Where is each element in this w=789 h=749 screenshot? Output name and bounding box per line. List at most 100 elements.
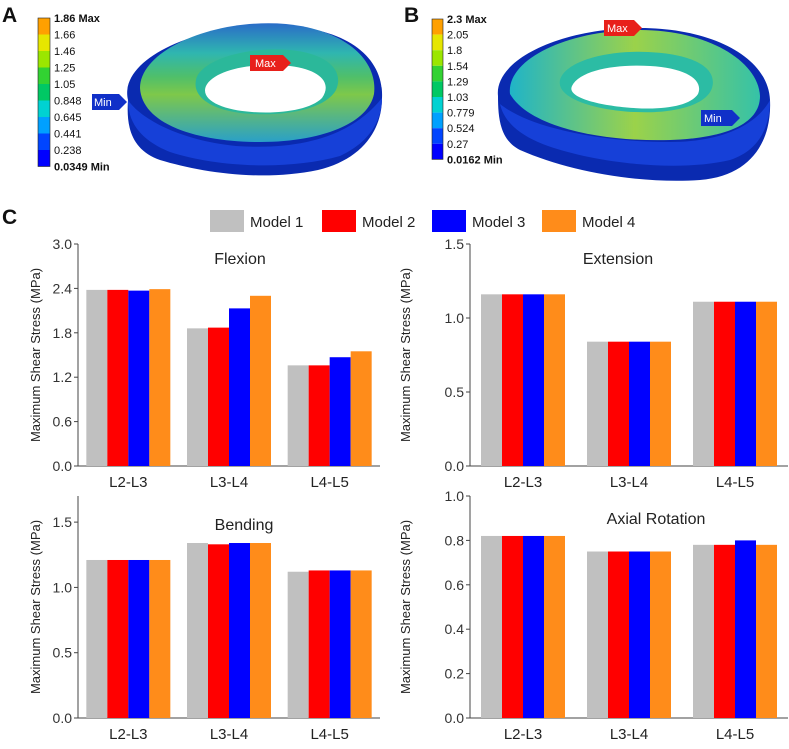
chart-0-ytick-label-4: 2.4 [53, 280, 73, 296]
chart-0-title: Flexion [214, 251, 266, 268]
disc-b-hole [571, 65, 700, 109]
chart-0-bar-L2-L3-model-1 [86, 289, 108, 466]
chart-0-category-2: L4-L5 [310, 474, 348, 491]
chart-0-ylabel: Maximum Shear Stress (MPa) [28, 268, 43, 442]
chart-0-ytick-label-1: 0.6 [53, 414, 73, 430]
chart-1-category-1: L3-L4 [610, 474, 648, 491]
chart-2-bar-L2-L3-model-2 [107, 559, 129, 718]
chart-3-category-1: L3-L4 [610, 726, 648, 743]
contour_b-level-2: 1.8 [447, 45, 462, 57]
contour_b-swatch-6 [432, 112, 443, 129]
disc-model-b [497, 28, 771, 181]
disc-b-side-band [500, 100, 770, 166]
contour_b-bar-frame [431, 18, 444, 160]
chart-0-ytick-label-5: 3.0 [53, 236, 73, 252]
chart-1-bar-L2-L3-model-3 [523, 294, 544, 466]
chart-1-bar-L4-L5-model-2 [714, 301, 735, 466]
chart-0-category-0: L2-L3 [109, 474, 147, 491]
chart-1-ytick-label-0: 0.0 [445, 458, 465, 474]
legend-label-1: Model 1 [250, 214, 303, 231]
chart-0-bar-L4-L5-model-3 [329, 357, 351, 466]
chart-3-bar-L3-L4-model-2 [608, 551, 629, 718]
contour_b-swatch-7 [432, 128, 443, 144]
panel-label-a: A [2, 4, 17, 27]
chart-3-ytick-label-1: 0.2 [445, 666, 465, 682]
legend-label-2: Model 2 [362, 214, 415, 231]
chart-2-bar-L3-L4-model-3 [229, 543, 250, 718]
contour_a-level-9: 0.0349 Min [54, 162, 110, 174]
contour_b-level-9: 0.0162 Min [447, 154, 503, 166]
chart-1-bar-L2-L3-model-4 [544, 294, 565, 466]
chart-0-bar-L3-L4-model-1 [187, 328, 208, 466]
chart-1-bar-L4-L5-model-4 [756, 301, 777, 466]
contour_a-level-7: 0.441 [54, 129, 82, 141]
chart-1-ytick-label-3: 1.5 [445, 236, 465, 252]
chart-1-bar-L4-L5-model-3 [735, 301, 756, 466]
bar-charts: 0.0 0.6 1.2 1.8 2.4 3.0 Maximum Shear Stress (… [28, 236, 788, 743]
chart-0-bar-L3-L4-model-4 [250, 295, 271, 466]
chart-1-title: Extension [583, 251, 653, 268]
contour_a-level-8: 0.238 [54, 145, 82, 157]
chart-1-bar-L3-L4-model-1 [587, 341, 608, 466]
panel-label-c: C [2, 206, 17, 229]
contour_a-level-2: 1.46 [54, 46, 75, 58]
contour_a-swatch-4 [38, 84, 50, 101]
contour_b-swatch-5 [432, 97, 443, 113]
chart-0: 0.0 0.6 1.2 1.8 2.4 3.0 Maximum Shear Stress (… [28, 236, 380, 491]
contour_a-swatch-5 [38, 100, 50, 117]
contour-legend-b: 2.3 Max 2.05 1.8 1.54 1.29 1.03 0.779 0.524 0.27… [431, 14, 503, 166]
contour_a-swatch-8 [38, 150, 50, 167]
chart-3-bar-L3-L4-model-4 [650, 551, 671, 718]
chart-3-ytick-label-4: 0.8 [445, 532, 465, 548]
contour_b-level-5: 1.03 [447, 92, 468, 104]
chart-0-category-1: L3-L4 [210, 474, 248, 491]
contour_a-swatch-2 [38, 51, 50, 68]
chart-2-bar-L2-L3-model-1 [86, 559, 108, 718]
chart-3-ytick-label-2: 0.4 [445, 621, 465, 637]
contour_b-swatch-4 [432, 81, 443, 97]
chart-2-ylabel: Maximum Shear Stress (MPa) [28, 520, 43, 694]
contour_a-level-3: 1.25 [54, 63, 75, 75]
chart-3-bar-L2-L3-model-2 [502, 535, 523, 718]
chart-0-bar-L4-L5-model-2 [308, 365, 330, 466]
chart-1-bar-L3-L4-model-2 [608, 341, 629, 466]
chart-3-bar-L4-L5-model-2 [714, 544, 735, 718]
chart-2-title: Bending [215, 517, 274, 534]
contour_b-level-7: 0.524 [447, 123, 475, 135]
max-tag-b: Max [604, 20, 642, 36]
chart-1-bar-L3-L4-model-3 [629, 341, 650, 466]
contour_a-level-0: 1.86 Max [54, 13, 101, 25]
chart-1-category-2: L4-L5 [716, 474, 754, 491]
chart-2-ytick-label-0: 0.0 [53, 710, 73, 726]
max-tag-a-label: Max [255, 58, 276, 70]
chart-2-bar-L4-L5-model-1 [287, 571, 309, 718]
panel-label-b: B [404, 4, 419, 27]
chart-3-bar-L3-L4-model-1 [587, 551, 608, 718]
contour_a-level-4: 1.05 [54, 79, 75, 91]
contour_b-level-4: 1.29 [447, 76, 468, 88]
chart-3-bar-L4-L5-model-4 [756, 544, 777, 718]
legend-swatch-4 [542, 210, 576, 232]
legend-label-4: Model 4 [582, 214, 635, 231]
chart-0-bar-L2-L3-model-4 [149, 289, 171, 466]
legend-swatch-2 [322, 210, 356, 232]
chart-2-category-2: L4-L5 [310, 726, 348, 743]
chart-2-bar-L4-L5-model-2 [308, 570, 330, 718]
chart-1-ytick-label-2: 1.0 [445, 310, 465, 326]
chart-2-bar-L4-L5-model-4 [350, 570, 372, 718]
contour_a-level-1: 1.66 [54, 30, 75, 42]
chart-2-category-1: L3-L4 [210, 726, 248, 743]
chart-1-ylabel: Maximum Shear Stress (MPa) [398, 268, 413, 442]
contour_a-swatch-0 [38, 18, 50, 35]
chart-2-ytick-label-3: 1.5 [53, 514, 73, 530]
legend-swatch-3 [432, 210, 466, 232]
chart-3-ytick-label-0: 0.0 [445, 710, 465, 726]
chart-1: 0.0 0.5 1.0 1.5 Maximum Shear Stress (MPa) Ex… [398, 236, 788, 491]
contour_a-level-6: 0.645 [54, 112, 82, 124]
chart-3: 0.0 0.2 0.4 0.6 0.8 1.0 Maximum Shear Stress (… [398, 488, 788, 743]
chart-3-bar-L2-L3-model-4 [544, 535, 565, 718]
chart-1-category-0: L2-L3 [504, 474, 542, 491]
min-tag-a-label: Min [94, 97, 112, 109]
chart-2-ytick-label-1: 0.5 [53, 645, 73, 661]
